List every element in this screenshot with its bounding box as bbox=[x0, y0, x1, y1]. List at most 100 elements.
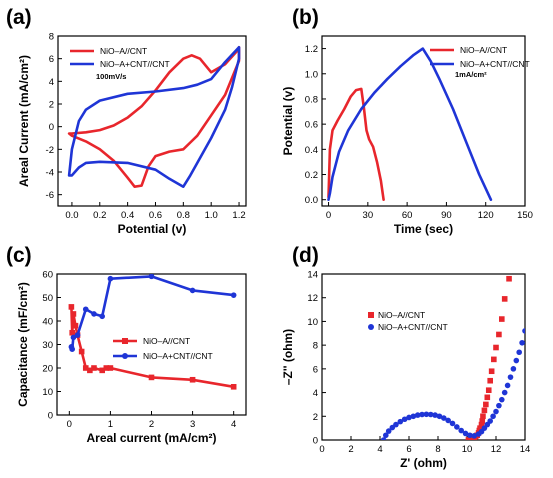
y-axis-title: Potential (v) bbox=[281, 87, 295, 156]
data-point bbox=[484, 394, 491, 401]
legend-marker bbox=[122, 353, 128, 359]
y-tick-label: 4 bbox=[313, 388, 318, 399]
data-point bbox=[148, 274, 155, 280]
data-point bbox=[91, 311, 97, 317]
data-point bbox=[485, 387, 492, 393]
data-point bbox=[383, 432, 389, 439]
data-point bbox=[493, 408, 499, 415]
y-tick-label: 40 bbox=[42, 317, 53, 328]
x-axis-title: Areal current (mA/cm²) bbox=[86, 431, 216, 445]
data-point bbox=[481, 407, 488, 414]
data-point bbox=[401, 416, 408, 423]
data-point bbox=[69, 329, 76, 336]
data-point bbox=[432, 412, 438, 418]
data-point bbox=[70, 334, 77, 341]
data-point bbox=[499, 316, 505, 322]
legend: NiO–A//CNT NiO–A+CNT//CNT bbox=[368, 310, 448, 332]
data-point bbox=[467, 432, 473, 439]
plot-frame bbox=[321, 273, 526, 441]
y-tick-label: 14 bbox=[307, 270, 318, 281]
series-group bbox=[380, 275, 525, 440]
series-group bbox=[327, 47, 493, 201]
data-point bbox=[507, 374, 514, 380]
data-point bbox=[496, 402, 502, 409]
legend-marker bbox=[368, 312, 374, 318]
series-line-2 bbox=[327, 47, 493, 201]
y-tick-label: 0.6 bbox=[305, 120, 318, 131]
data-point bbox=[72, 322, 79, 329]
data-point bbox=[441, 415, 447, 421]
data-point bbox=[397, 418, 404, 425]
legend-label: NiO–A//CNT bbox=[100, 46, 147, 56]
data-point bbox=[87, 367, 93, 374]
data-point bbox=[445, 417, 451, 424]
data-point bbox=[462, 430, 469, 437]
y-tick-label: -4 bbox=[46, 168, 54, 179]
series-group bbox=[67, 45, 241, 188]
plot-frame bbox=[57, 35, 247, 207]
data-point bbox=[465, 437, 472, 440]
legend-label: NiO–A//CNT bbox=[378, 310, 425, 320]
data-point bbox=[478, 421, 485, 428]
legend: NiO–A//CNT NiO–A+CNT//CNT bbox=[70, 46, 170, 69]
y-tick-label: 2 bbox=[49, 100, 54, 111]
x-tick-label: 4 bbox=[377, 444, 382, 455]
y-axis-title: Capacitance (mF/cm²) bbox=[16, 282, 30, 407]
x-tick-label: 0.2 bbox=[93, 210, 106, 221]
x-tick-label: 0 bbox=[319, 444, 324, 455]
y-tick-label: 10 bbox=[42, 387, 53, 398]
data-point bbox=[454, 424, 460, 430]
panel-b: (b) 0 30 60 90 120 150 0.0 0.2 0.4 0.6 0.8 1.0 1.2 Tim… bbox=[281, 6, 533, 236]
x-tick-label: 1.0 bbox=[205, 210, 218, 221]
data-point bbox=[491, 356, 497, 363]
panel-d: (d) 0 2 4 6 8 10 12 14 0 2 4 6 8 10 12 14 Z' (ohm) –Z'' (o… bbox=[281, 244, 530, 470]
x-tick-label: 12 bbox=[491, 444, 502, 455]
y-tick-label: 50 bbox=[42, 293, 53, 304]
y-tick-label: 0 bbox=[49, 122, 54, 133]
data-point bbox=[513, 357, 520, 364]
legend-label: NiO–A+CNT//CNT bbox=[143, 351, 213, 361]
series-group bbox=[68, 274, 237, 390]
data-point bbox=[522, 328, 525, 334]
current-density-annotation: 1mA/cm² bbox=[455, 70, 487, 79]
data-point bbox=[406, 414, 412, 421]
data-point bbox=[99, 367, 105, 374]
y-tick-label: 0 bbox=[313, 436, 318, 447]
y-tick-label: 20 bbox=[42, 364, 53, 375]
y-tick-label: 0 bbox=[48, 411, 53, 422]
x-tick-label: 0.6 bbox=[149, 210, 162, 221]
data-point bbox=[385, 428, 392, 434]
data-point bbox=[483, 401, 489, 408]
data-point bbox=[479, 418, 486, 424]
y-tick-label: 1.0 bbox=[305, 69, 318, 80]
data-point bbox=[468, 436, 475, 440]
data-point bbox=[480, 413, 486, 420]
y-axis-title: –Z'' (ohm) bbox=[281, 329, 295, 385]
data-point bbox=[82, 365, 89, 371]
plot-frame bbox=[321, 35, 526, 207]
data-point bbox=[501, 296, 508, 302]
data-point bbox=[414, 412, 421, 418]
series-line-1 bbox=[327, 87, 385, 201]
x-tick-label: 14 bbox=[520, 444, 531, 455]
y-tick-label: 8 bbox=[49, 32, 54, 43]
data-point bbox=[91, 365, 97, 371]
data-point bbox=[493, 344, 499, 351]
data-point bbox=[103, 365, 110, 371]
panel-a: (a) 0.0 0.2 0.4 0.6 0.8 1.0 1.2 -6 -4 -2 0 2 4 6 8 Poten… bbox=[6, 6, 247, 236]
x-tick-label: 0.0 bbox=[65, 210, 78, 221]
data-point bbox=[99, 313, 105, 320]
data-point bbox=[490, 413, 496, 420]
y-tick-label: 6 bbox=[313, 364, 318, 375]
data-point bbox=[471, 433, 478, 439]
data-point bbox=[230, 292, 237, 298]
data-point bbox=[74, 332, 81, 338]
legend-label: NiO–A//CNT bbox=[143, 336, 190, 346]
data-point bbox=[488, 368, 495, 375]
y-tick-label: -2 bbox=[46, 145, 54, 156]
y-tick-label: 0.8 bbox=[305, 94, 318, 105]
data-point bbox=[410, 413, 417, 420]
x-tick-label: 90 bbox=[441, 210, 452, 221]
panel-label: (c) bbox=[6, 244, 32, 267]
